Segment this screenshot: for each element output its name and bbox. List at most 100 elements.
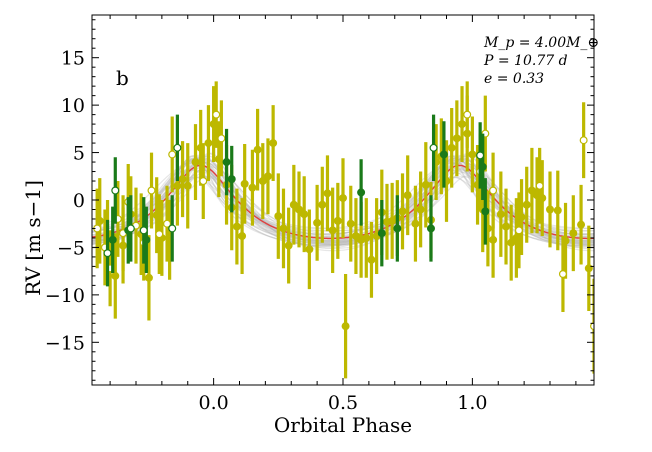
filled-data-point xyxy=(357,159,366,226)
filled-data-point xyxy=(258,143,267,219)
filled-data-point xyxy=(496,171,505,257)
marker xyxy=(279,224,288,233)
open-data-point xyxy=(217,100,226,177)
marker xyxy=(289,200,298,209)
filled-data-point xyxy=(341,274,350,379)
eccentricity-annotation: e = 0.33 xyxy=(484,71,544,87)
marker xyxy=(274,212,283,221)
marker xyxy=(393,224,402,233)
filled-data-point xyxy=(222,128,231,196)
filled-data-point xyxy=(295,171,304,248)
open-data-point xyxy=(126,195,135,262)
filled-data-point xyxy=(313,184,322,261)
marker xyxy=(535,181,544,190)
filled-data-point xyxy=(421,142,430,228)
marker xyxy=(429,143,438,152)
marker xyxy=(411,219,420,228)
y-tick-label: −5 xyxy=(57,237,85,259)
marker xyxy=(173,143,182,152)
marker xyxy=(463,110,472,119)
filled-data-point xyxy=(439,121,448,188)
marker xyxy=(527,186,536,195)
filled-data-point xyxy=(458,86,467,163)
open-data-point xyxy=(463,81,472,148)
marker xyxy=(305,245,314,254)
marker xyxy=(204,139,213,148)
open-data-point xyxy=(168,116,177,193)
open-data-point xyxy=(147,152,156,229)
planet-mass-annotation: M_p = 4.00M_⊕ xyxy=(483,35,599,51)
filled-data-point xyxy=(411,185,420,262)
marker xyxy=(357,188,366,197)
marker xyxy=(458,120,467,129)
marker xyxy=(191,158,200,167)
marker xyxy=(300,210,309,219)
marker xyxy=(168,150,177,159)
marker xyxy=(199,177,208,186)
marker xyxy=(522,200,531,209)
x-tick-label: 0.5 xyxy=(328,392,358,414)
marker xyxy=(367,255,376,264)
marker xyxy=(232,222,241,231)
y-tick-label: 15 xyxy=(61,48,85,70)
marker xyxy=(403,191,412,200)
marker xyxy=(421,180,430,189)
filled-data-point xyxy=(284,207,293,284)
filled-data-point xyxy=(398,173,407,250)
marker xyxy=(514,226,523,235)
marker xyxy=(333,216,342,225)
marker xyxy=(362,233,371,242)
marker xyxy=(111,271,120,280)
marker xyxy=(222,158,231,167)
filled-data-point xyxy=(452,100,461,177)
marker xyxy=(155,230,164,239)
filled-data-point xyxy=(191,124,200,200)
marker xyxy=(339,194,348,203)
marker xyxy=(351,232,360,241)
marker xyxy=(569,229,578,238)
marker xyxy=(111,186,120,195)
marker xyxy=(248,183,257,192)
filled-data-point xyxy=(232,188,241,265)
filled-data-point xyxy=(323,155,332,232)
filled-data-point xyxy=(279,188,288,269)
marker xyxy=(163,219,172,228)
filled-data-point xyxy=(522,166,531,243)
filled-data-point xyxy=(300,176,309,253)
filled-data-point xyxy=(393,195,402,262)
filled-data-point xyxy=(144,235,153,321)
open-data-point xyxy=(168,195,177,262)
marker xyxy=(284,241,293,250)
marker xyxy=(579,136,588,145)
open-data-point xyxy=(155,194,164,274)
marker xyxy=(447,143,456,152)
marker xyxy=(426,224,435,233)
open-data-point xyxy=(199,143,208,219)
marker xyxy=(489,186,498,195)
filled-data-point xyxy=(426,195,435,262)
filled-data-point xyxy=(346,185,355,262)
y-tick-label: −10 xyxy=(45,285,85,307)
filled-data-point xyxy=(333,182,342,259)
filled-data-point xyxy=(546,171,555,248)
filled-data-point xyxy=(253,108,262,191)
marker xyxy=(240,179,249,188)
marker xyxy=(227,175,236,184)
marker xyxy=(147,186,156,195)
filled-data-point xyxy=(204,105,213,182)
filled-data-point xyxy=(328,187,337,274)
filled-data-point xyxy=(227,145,236,213)
marker xyxy=(377,229,386,238)
panel-label: b xyxy=(116,66,129,90)
marker xyxy=(238,232,247,241)
marker xyxy=(468,150,477,159)
marker xyxy=(217,134,226,143)
rv-data-points xyxy=(93,81,594,379)
open-data-point xyxy=(139,197,148,264)
open-data-point xyxy=(212,81,221,148)
filled-data-point xyxy=(289,164,298,245)
filled-data-point xyxy=(527,147,536,234)
filled-data-point xyxy=(403,155,412,236)
marker xyxy=(452,134,461,143)
marker xyxy=(318,200,327,209)
